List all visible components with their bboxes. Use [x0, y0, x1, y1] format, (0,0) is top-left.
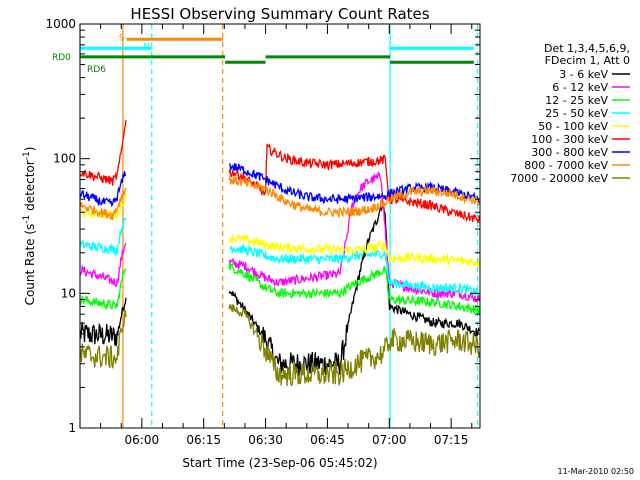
x-tick-label-4: 07:00 — [372, 433, 407, 447]
x-tick-label-1: 06:15 — [186, 433, 221, 447]
series-line-0 — [79, 203, 480, 376]
y-axis-label-main: Count Rate (s — [23, 224, 37, 306]
vertical-markers — [79, 24, 479, 428]
legend-entry-label-5: 100 - 300 keV — [531, 133, 608, 146]
y-axis-label-sup1: -1 — [22, 215, 32, 224]
legend: Det 1,3,4,5,6,9,FDecim 1, Att 03 - 6 keV… — [510, 42, 630, 185]
x-tick-label-5: 07:15 — [434, 433, 469, 447]
flag-label-s: S — [119, 33, 125, 43]
y-tick-label-1: 10 — [61, 286, 76, 300]
x-tick-label-3: 06:45 — [310, 433, 345, 447]
flag-label-n: N — [143, 42, 150, 52]
y-axis-label-sup2: -1 — [22, 151, 32, 160]
x-axis-label: Start Time (23-Sep-06 05:45:02) — [182, 456, 377, 470]
y-tick-label-3: 1000 — [45, 17, 76, 31]
y-tick-label-0: 1 — [68, 421, 76, 435]
legend-entry-label-3: 25 - 50 keV — [545, 107, 608, 120]
legend-entry-label-2: 12 - 25 keV — [545, 94, 608, 107]
legend-header-line-0: Det 1,3,4,5,6,9, — [544, 42, 630, 55]
flag-bars: S N RD0 RD6 — [52, 33, 474, 75]
legend-entry-label-7: 800 - 7000 keV — [524, 159, 608, 172]
y-axis-label-mid: detector — [23, 160, 37, 215]
x-tick-label-0: 06:00 — [125, 433, 160, 447]
footer-timestamp: 11-Mar-2010 02:50 — [558, 467, 635, 476]
series-line-2 — [79, 261, 480, 315]
y-axis: 1 10 100 1000 — [45, 17, 480, 435]
legend-entry-label-6: 300 - 800 keV — [531, 146, 608, 159]
chart-title: HESSI Observing Summary Count Rates — [130, 5, 429, 23]
series-line-8 — [79, 304, 480, 387]
x-axis: 06:00 06:15 06:30 06:45 07:00 07:15 — [100, 24, 473, 447]
plot-frame — [79, 23, 481, 429]
x-tick-label-2: 06:30 — [248, 433, 283, 447]
legend-header-line-1: FDecim 1, Att 0 — [545, 54, 630, 67]
y-axis-label-end: ) — [23, 147, 37, 152]
y-axis-label: Count Rate (s-1 detector-1) — [22, 147, 37, 306]
legend-entry-label-8: 7000 - 20000 keV — [510, 172, 608, 185]
series-line-7 — [79, 176, 480, 220]
legend-entry-label-0: 3 - 6 keV — [559, 68, 608, 81]
series-line-5 — [79, 119, 480, 223]
legend-entry-label-4: 50 - 100 keV — [538, 120, 608, 133]
series-lines — [79, 119, 480, 387]
y-tick-label-2: 100 — [53, 152, 76, 166]
flag-label-rd0: RD0 — [52, 53, 71, 63]
legend-entry-label-1: 6 - 12 keV — [552, 81, 608, 94]
flag-label-rd6: RD6 — [87, 65, 106, 75]
